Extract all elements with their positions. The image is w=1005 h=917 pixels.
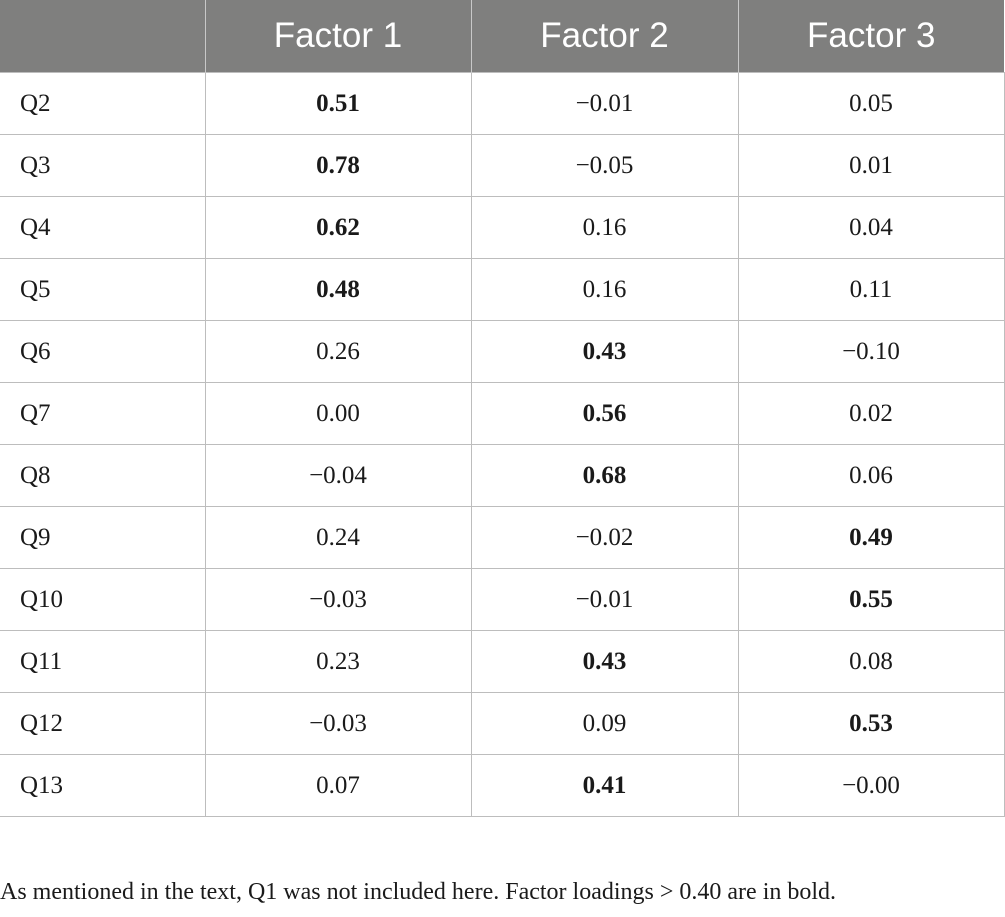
table-row: Q13 0.07 0.41 −0.00 — [0, 754, 1005, 817]
loading-factor-1: 0.26 — [204, 320, 472, 383]
table-row: Q7 0.00 0.56 0.02 — [0, 382, 1005, 445]
loading-factor-1: 0.23 — [204, 630, 472, 693]
row-item-label: Q5 — [0, 258, 206, 321]
row-item-label: Q11 — [0, 630, 206, 693]
table-footnote: As mentioned in the text, Q1 was not inc… — [0, 879, 837, 905]
table-row: Q6 0.26 0.43 −0.10 — [0, 320, 1005, 383]
loading-factor-3: 0.08 — [737, 630, 1005, 693]
loading-factor-2: −0.05 — [470, 134, 739, 197]
table-header: Factor 1 Factor 2 Factor 3 — [0, 0, 1004, 73]
header-factor-3: Factor 3 — [737, 0, 1004, 73]
factor-loadings-table: Factor 1 Factor 2 Factor 3 Q2 0.51 −0.01 0.… — [0, 0, 1005, 817]
table-row: Q4 0.62 0.16 0.04 — [0, 196, 1005, 259]
table-row: Q2 0.51 −0.01 0.05 — [0, 72, 1005, 135]
header-item-column — [0, 0, 205, 73]
loading-factor-1: 0.07 — [204, 754, 472, 817]
loading-factor-3: −0.00 — [737, 754, 1005, 817]
row-item-label: Q3 — [0, 134, 206, 197]
loading-factor-3: 0.06 — [737, 444, 1005, 507]
loading-factor-1: −0.04 — [204, 444, 472, 507]
loading-factor-3: 0.11 — [737, 258, 1005, 321]
header-row: Factor 1 Factor 2 Factor 3 — [0, 0, 1004, 73]
table-row: Q8 −0.04 0.68 0.06 — [0, 444, 1005, 507]
loading-factor-1: 0.51 — [204, 72, 472, 135]
header-factor-2: Factor 2 — [470, 0, 738, 73]
loading-factor-1: 0.78 — [204, 134, 472, 197]
loading-factor-1: 0.00 — [204, 382, 472, 445]
row-item-label: Q4 — [0, 196, 206, 259]
table-row: Q10 −0.03 −0.01 0.55 — [0, 568, 1005, 631]
row-item-label: Q12 — [0, 692, 206, 755]
loading-factor-2: 0.41 — [470, 754, 739, 817]
loading-factor-3: 0.49 — [737, 506, 1005, 569]
row-item-label: Q13 — [0, 754, 206, 817]
loading-factor-1: −0.03 — [204, 692, 472, 755]
loading-factor-1: 0.48 — [204, 258, 472, 321]
loading-factor-3: 0.55 — [737, 568, 1005, 631]
table-row: Q12 −0.03 0.09 0.53 — [0, 692, 1005, 755]
loading-factor-2: 0.56 — [470, 382, 739, 445]
loading-factor-2: 0.16 — [470, 196, 739, 259]
loading-factor-2: 0.43 — [470, 320, 739, 383]
loading-factor-2: −0.01 — [470, 568, 739, 631]
loading-factor-1: 0.62 — [204, 196, 472, 259]
row-item-label: Q6 — [0, 320, 206, 383]
loading-factor-3: 0.05 — [737, 72, 1005, 135]
row-item-label: Q8 — [0, 444, 206, 507]
loading-factor-3: 0.53 — [737, 692, 1005, 755]
header-factor-1: Factor 1 — [204, 0, 471, 73]
loading-factor-2: 0.68 — [470, 444, 739, 507]
loading-factor-2: 0.16 — [470, 258, 739, 321]
row-item-label: Q2 — [0, 72, 206, 135]
table-row: Q9 0.24 −0.02 0.49 — [0, 506, 1005, 569]
row-item-label: Q7 — [0, 382, 206, 445]
loading-factor-2: 0.43 — [470, 630, 739, 693]
row-item-label: Q10 — [0, 568, 206, 631]
table-row: Q5 0.48 0.16 0.11 — [0, 258, 1005, 321]
factor-loadings-table-container: Factor 1 Factor 2 Factor 3 Q2 0.51 −0.01 0.… — [0, 0, 1005, 817]
loading-factor-1: −0.03 — [204, 568, 472, 631]
loading-factor-2: 0.09 — [470, 692, 739, 755]
row-item-label: Q9 — [0, 506, 206, 569]
loading-factor-3: 0.04 — [737, 196, 1005, 259]
table-row: Q11 0.23 0.43 0.08 — [0, 630, 1005, 693]
loading-factor-3: −0.10 — [737, 320, 1005, 383]
loading-factor-3: 0.02 — [737, 382, 1005, 445]
loading-factor-2: −0.02 — [470, 506, 739, 569]
loading-factor-3: 0.01 — [737, 134, 1005, 197]
table-body: Q2 0.51 −0.01 0.05 Q3 0.78 −0.05 0.01 Q4 0.62 0.16… — [0, 72, 1005, 817]
loading-factor-1: 0.24 — [204, 506, 472, 569]
loading-factor-2: −0.01 — [470, 72, 739, 135]
table-row: Q3 0.78 −0.05 0.01 — [0, 134, 1005, 197]
